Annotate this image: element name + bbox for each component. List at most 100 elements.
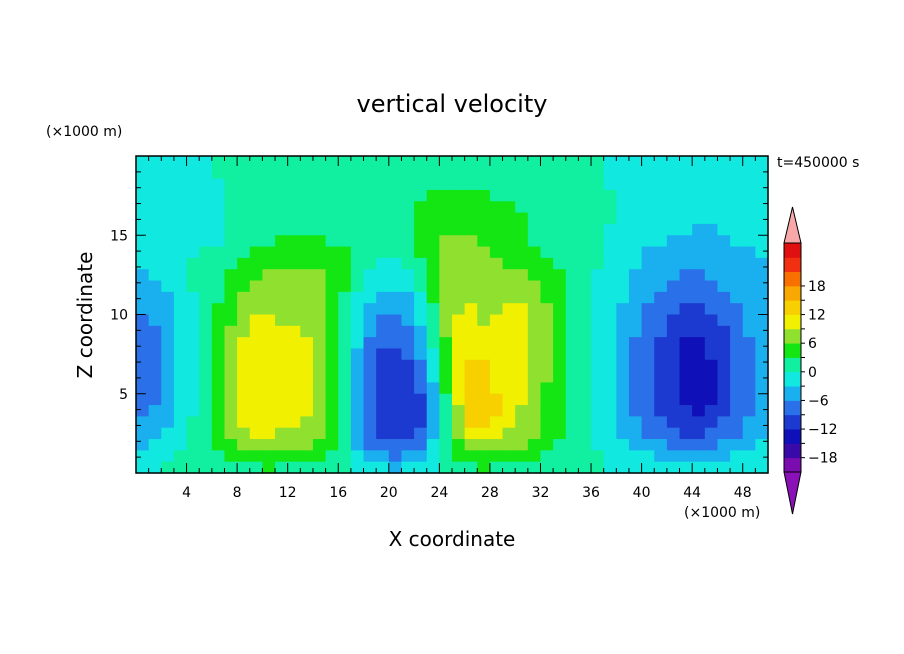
field-cell: [742, 461, 756, 474]
field-cell: [515, 156, 529, 168]
field-cell: [553, 291, 567, 304]
field-cell: [376, 427, 390, 440]
field-cell: [628, 212, 643, 225]
field-cell: [275, 235, 289, 248]
field-cell: [439, 212, 453, 225]
field-cell: [641, 325, 655, 338]
field-cell: [237, 291, 251, 304]
field-cell: [489, 201, 504, 214]
field-cell: [515, 246, 529, 259]
field-cell: [578, 280, 592, 293]
field-cell: [641, 235, 655, 248]
field-cell: [401, 393, 415, 406]
field-cell: [742, 269, 756, 282]
field-cell: [414, 359, 428, 372]
field-cell: [515, 461, 529, 474]
field-cell: [641, 439, 655, 451]
field-cell: [237, 257, 251, 270]
field-cell: [553, 337, 567, 350]
field-cell: [338, 450, 352, 463]
field-cell: [148, 314, 162, 327]
field-cell: [237, 303, 251, 316]
field-cell: [666, 201, 681, 214]
field-cell: [224, 201, 238, 214]
field-cell: [287, 257, 301, 270]
field-cell: [439, 314, 453, 327]
field-cell: [578, 427, 592, 440]
field-cell: [616, 223, 630, 236]
field-cell: [717, 246, 731, 259]
field-cell: [666, 314, 681, 327]
field-cell: [249, 439, 263, 451]
field-cell: [452, 223, 466, 236]
field-cell: [148, 439, 162, 451]
field-cell: [136, 212, 150, 225]
field-cell: [616, 461, 630, 474]
field-cell: [591, 416, 605, 429]
field-cell: [300, 201, 314, 214]
field-cell: [628, 223, 643, 236]
field-cell: [654, 280, 668, 293]
field-cell: [388, 393, 403, 406]
field-cell: [148, 280, 162, 293]
field-cell: [338, 178, 352, 191]
field-cell: [426, 382, 440, 395]
field-cell: [136, 303, 150, 316]
field-cell: [565, 427, 579, 440]
field-cell: [249, 325, 263, 338]
field-cell: [426, 269, 440, 282]
field-cell: [161, 257, 175, 270]
field-cell: [262, 269, 276, 282]
field-cell: [565, 167, 579, 180]
field-cell: [692, 427, 706, 440]
field-cell: [477, 405, 491, 417]
field-cell: [401, 156, 415, 168]
field-cell: [477, 371, 491, 384]
field-cell: [211, 280, 226, 293]
field-cell: [161, 461, 175, 474]
field-cell: [199, 235, 213, 248]
field-cell: [742, 303, 756, 316]
field-cell: [755, 382, 769, 395]
field-cell: [717, 156, 731, 168]
field-cell: [692, 167, 706, 180]
field-cell: [515, 393, 529, 406]
field-cell: [414, 382, 428, 395]
field-cell: [439, 167, 453, 180]
field-cell: [730, 223, 744, 236]
field-cell: [148, 337, 162, 350]
field-cell: [186, 212, 200, 225]
field-cell: [641, 223, 655, 236]
field-cell: [578, 337, 592, 350]
field-cell: [249, 416, 263, 429]
field-cell: [477, 291, 491, 304]
field-cell: [742, 280, 756, 293]
field-cell: [591, 314, 605, 327]
field-cell: [666, 303, 681, 316]
field-cell: [666, 325, 681, 338]
field-cell: [641, 405, 655, 417]
field-cell: [199, 450, 213, 463]
field-cell: [616, 416, 630, 429]
field-cell: [325, 223, 339, 236]
field-cell: [211, 371, 226, 384]
field-cell: [654, 257, 668, 270]
field-cell: [325, 439, 339, 451]
field-cell: [312, 359, 327, 372]
field-cell: [515, 450, 529, 463]
field-cell: [679, 167, 693, 180]
field-cell: [161, 189, 175, 202]
field-cell: [730, 314, 744, 327]
velocity-field: [136, 156, 769, 474]
field-cell: [591, 246, 605, 259]
field-cell: [540, 201, 554, 214]
field-cell: [363, 178, 377, 191]
field-cell: [388, 257, 403, 270]
field-cell: [578, 461, 592, 474]
field-cell: [161, 223, 175, 236]
field-cell: [414, 393, 428, 406]
field-cell: [211, 269, 226, 282]
field-cell: [173, 303, 188, 316]
field-cell: [287, 189, 301, 202]
field-cell: [224, 393, 238, 406]
